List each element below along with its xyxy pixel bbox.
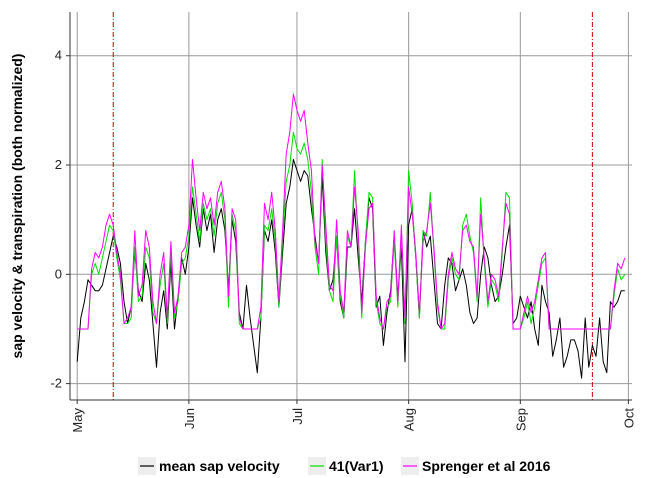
y-tick-label: 0 bbox=[55, 266, 62, 281]
legend: mean sap velocity 41(Var1) Sprenger et al … bbox=[138, 457, 551, 475]
y-tick-label: 2 bbox=[55, 157, 62, 172]
y-axis-title: sap velocity & transpiration (both norma… bbox=[9, 54, 25, 359]
legend-label: 41(Var1) bbox=[329, 458, 383, 474]
legend-label: mean sap velocity bbox=[159, 458, 280, 474]
y-ticks: -2 0 2 4 bbox=[50, 48, 70, 391]
x-tick-label: Sep bbox=[513, 408, 528, 431]
reference-lines bbox=[112, 12, 593, 400]
legend-label: Sprenger et al 2016 bbox=[422, 458, 551, 474]
series-line-3 bbox=[77, 93, 626, 330]
axes bbox=[69, 12, 632, 401]
x-tick-label: May bbox=[70, 408, 85, 433]
x-tick-label: Oct bbox=[621, 408, 636, 429]
y-tick-label: 4 bbox=[55, 48, 62, 63]
x-tick-label: Aug bbox=[402, 408, 417, 431]
series-lines bbox=[76, 93, 626, 379]
x-tick-label: Jun bbox=[182, 408, 197, 429]
x-tick-label: Jul bbox=[290, 408, 305, 425]
y-tick-label: -2 bbox=[50, 376, 62, 391]
grid bbox=[70, 12, 632, 400]
x-ticks: May Jun Jul Aug Sep Oct bbox=[70, 400, 636, 433]
